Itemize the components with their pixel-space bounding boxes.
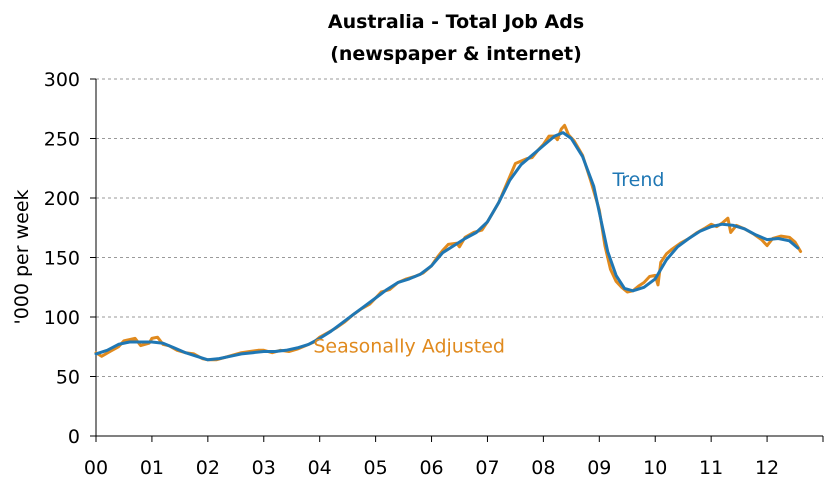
axes xyxy=(90,78,824,442)
series-line-trend xyxy=(94,131,800,362)
y-axis-label: '000 per week xyxy=(11,189,33,324)
x-tick-label: 04 xyxy=(308,457,332,479)
y-tick-label: 100 xyxy=(44,307,80,329)
y-tick-label: 150 xyxy=(44,248,80,270)
chart-title: Australia - Total Job Ads xyxy=(328,11,584,33)
annotation-trend: Trend xyxy=(611,169,664,191)
series-line-seasonally-adjusted xyxy=(94,123,803,362)
y-tick-label: 0 xyxy=(68,426,80,448)
chart-subtitle: (newspaper & internet) xyxy=(330,43,582,65)
x-tick-labels: 00 01 02 03 04 05 06 07 08 09 10 11 12 xyxy=(84,457,779,479)
x-tick-label: 08 xyxy=(531,457,555,479)
x-tick-label: 07 xyxy=(475,457,499,479)
x-tick-label: 11 xyxy=(699,457,723,479)
y-tick-label: 300 xyxy=(44,69,80,91)
gridlines xyxy=(96,78,823,377)
series-lines xyxy=(94,123,803,362)
x-tick-label: 09 xyxy=(587,457,611,479)
x-tick-label: 02 xyxy=(196,457,220,479)
annotation-seasonally-adjusted: Seasonally Adjusted xyxy=(313,336,505,358)
annotations: Trend Seasonally Adjusted xyxy=(313,169,664,358)
x-tick-label: 05 xyxy=(364,457,388,479)
x-tick-label: 10 xyxy=(643,457,667,479)
x-tick-label: 03 xyxy=(252,457,276,479)
x-tick-label: 01 xyxy=(140,457,164,479)
y-tick-label: 50 xyxy=(56,367,80,389)
y-tick-label: 200 xyxy=(44,188,80,210)
y-tick-label: 250 xyxy=(44,129,80,151)
x-tick-label: 06 xyxy=(419,457,443,479)
x-tick-label: 12 xyxy=(755,457,779,479)
y-tick-labels: 0 50 100 150 200 250 300 xyxy=(44,69,80,448)
x-tick-label: 00 xyxy=(84,457,108,479)
